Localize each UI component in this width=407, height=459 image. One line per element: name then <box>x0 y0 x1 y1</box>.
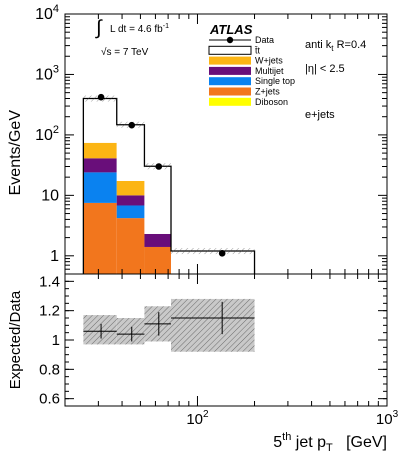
x-axis-label: 5th jet pT [GeV] <box>273 431 387 454</box>
x-axis-label-sup: th <box>282 431 291 443</box>
legend-label-multijet: Multijet <box>255 66 284 76</box>
y-axis-label: Events/GeV <box>7 110 24 196</box>
x-axis-label-post: [GeV] <box>333 434 387 451</box>
ratio-y-tick-label-2: 1 <box>52 332 60 349</box>
annotations: ∫ L dt = 4.6 fb-1 √s = 7 TeV ATLAS anti … <box>95 17 366 121</box>
data-point-1 <box>128 121 136 129</box>
y-tick-base: 10 <box>35 127 53 144</box>
bar-t-t-1 <box>116 124 145 181</box>
legend-label-z-jets: Z+jets <box>255 87 280 97</box>
bar-multijet-2 <box>144 233 172 247</box>
y-tick-base: 10 <box>41 187 59 204</box>
ratio-y-tick-label-0: 0.6 <box>39 391 60 408</box>
y-tick-label-2: 102 <box>35 124 59 144</box>
y-tick-exponent: 4 <box>53 3 59 15</box>
ratio-hatch-1 <box>116 318 145 345</box>
legend-swatch-t-t <box>208 45 252 55</box>
bar-single-top-1 <box>116 205 145 219</box>
x-tick-base: 10 <box>186 411 203 428</box>
channel-label: e+jets <box>305 109 335 121</box>
y-tick-exponent: 2 <box>53 124 59 136</box>
legend-label-data: Data <box>255 35 274 45</box>
bar-z-jets-0 <box>83 202 117 274</box>
bar-w-jets-0 <box>83 142 117 159</box>
bar-z-jets-2 <box>144 246 172 274</box>
algorithm-radius: R=0.4 <box>334 39 367 51</box>
legend-swatch-w-jets <box>209 56 251 65</box>
legend-swatch-multijet <box>209 66 251 75</box>
bar-t-t-0 <box>83 98 117 143</box>
y-tick-base: 1 <box>50 248 59 265</box>
data-point-0 <box>97 93 105 101</box>
algorithm-subscript: t <box>331 44 334 53</box>
ratio-hatch-3 <box>171 298 255 352</box>
legend-data-marker <box>226 36 234 44</box>
y-tick-label-3: 103 <box>35 63 59 83</box>
x-axis-label-mid: jet p <box>291 434 326 451</box>
ratio-y-tick-label-1: 0.8 <box>39 361 60 378</box>
y-tick-label-1: 10 <box>41 187 59 204</box>
ratio-y-axis-ticks: 0.6 0.8 1 1.2 1.4 <box>39 273 387 408</box>
x-axis-label-sub: T <box>326 442 333 454</box>
legend-label-w-jets: W+jets <box>255 56 283 66</box>
legend-swatch-z-jets <box>209 87 251 96</box>
legend-swatch-single-top <box>209 77 251 86</box>
lumi-text: L dt = 4.6 fb <box>110 24 163 35</box>
ratio-points <box>83 301 255 342</box>
bar-t-t-3 <box>171 251 255 274</box>
legend-label-diboson: Diboson <box>255 97 288 107</box>
ratio-y-axis-label: Expected/Data <box>7 290 24 389</box>
x-axis-ticks: 102 103 <box>64 274 399 428</box>
ratio-panel: 0.60.811.21.4 102 103 Expected/Data 5th j… <box>7 273 399 454</box>
y-tick-base: 10 <box>35 66 53 83</box>
bar-z-jets-1 <box>116 218 145 274</box>
energy-label: √s = 7 TeV <box>101 46 149 58</box>
eta-cut-label: |η| < 2.5 <box>305 63 345 75</box>
algorithm-label: anti kt R=0.4 <box>305 39 366 53</box>
atlas-label: ATLAS <box>209 22 253 37</box>
data-point-2 <box>155 163 163 170</box>
bar-multijet-1 <box>116 195 145 206</box>
x-tick-exponent: 3 <box>393 409 399 420</box>
y-tick-label-4: 104 <box>35 3 59 23</box>
data-point-3 <box>218 250 226 257</box>
x-tick-exponent: 2 <box>203 409 209 420</box>
bar-t-t-2 <box>144 166 172 234</box>
ratio-y-tick-label-3: 1.2 <box>39 303 60 320</box>
legend-swatch-diboson <box>209 97 251 106</box>
ratio-hatch-0 <box>83 315 117 345</box>
band-bin-3 <box>171 248 255 255</box>
bar-w-jets-1 <box>116 180 145 196</box>
x-axis-label-pre: 5 <box>273 434 282 451</box>
bar-multijet-0 <box>83 158 117 173</box>
y-tick-label-0: 1 <box>50 248 59 265</box>
lumi-integral: ∫ <box>95 17 103 39</box>
x-tick-base: 10 <box>376 411 393 428</box>
y-tick-base: 10 <box>35 6 53 23</box>
legend-label-single-top: Single top <box>255 76 295 86</box>
y-tick-exponent: 3 <box>53 63 59 75</box>
algorithm-text: anti k <box>305 39 332 51</box>
legend-label-t-t: t̄t <box>254 45 260 55</box>
lumi-exponent: -1 <box>163 23 169 30</box>
bar-single-top-0 <box>83 172 117 203</box>
lumi-label: L dt = 4.6 fb-1 <box>110 23 169 35</box>
ratio-y-tick-label-4: 1.4 <box>39 273 60 290</box>
x-axis-ticks-main <box>64 14 388 274</box>
stacked-histogram <box>82 97 256 274</box>
x-tick-label-1: 103 <box>376 409 399 428</box>
data-points <box>97 93 226 257</box>
x-tick-label-0: 102 <box>186 409 209 428</box>
